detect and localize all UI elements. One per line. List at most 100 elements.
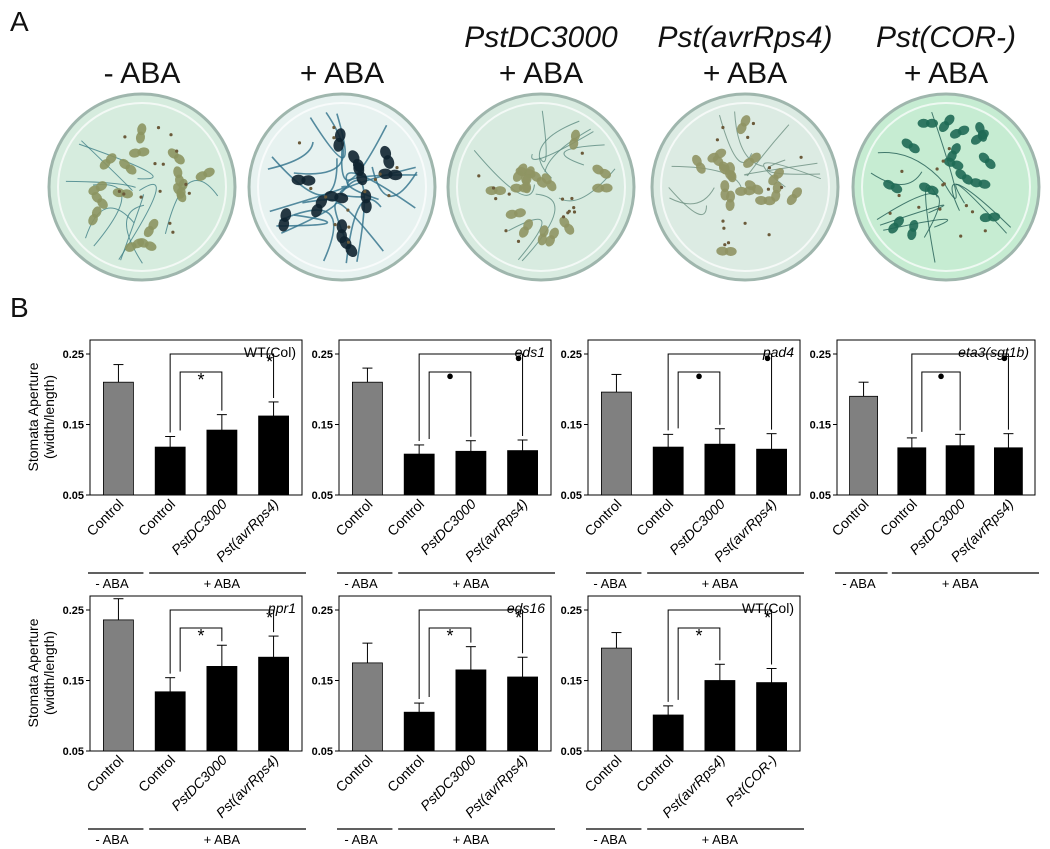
x-tick-label-2: Control: [135, 496, 178, 539]
seed: [572, 210, 577, 214]
minus-aba-label: - ABA: [344, 576, 378, 591]
seedling: [978, 152, 996, 169]
root: [269, 185, 348, 213]
cotyledon: [755, 195, 768, 205]
seedling: [919, 182, 939, 196]
y-tick-label: 0.15: [810, 420, 831, 432]
y-tick-label: 0.15: [312, 420, 333, 432]
seed: [117, 189, 121, 193]
cotyledon: [546, 180, 557, 192]
cotyledon: [135, 131, 145, 144]
x-tick-label-1: Control: [83, 496, 126, 539]
seedling: [91, 192, 108, 209]
seed: [799, 155, 803, 159]
bracket-outer: [667, 353, 773, 431]
bar-2: [652, 446, 684, 496]
y-tick-label: 0.15: [312, 676, 333, 688]
y-tick-label: 0.05: [63, 490, 84, 502]
seedling: [592, 164, 611, 179]
bracket-inner: [179, 627, 223, 672]
significance-brackets: ●●: [418, 350, 524, 441]
error-bar-3: [465, 646, 476, 670]
cotyledon: [949, 129, 962, 139]
bar-1: [601, 647, 632, 752]
x-tick-label-1: Control: [83, 752, 126, 795]
significance-brackets: **: [169, 352, 275, 433]
significance-brackets: ●●: [667, 350, 773, 431]
plate-label-2-line2: + ABA: [299, 57, 385, 90]
significance-mark-1: ●: [446, 368, 454, 383]
root: [767, 159, 821, 175]
y-tick-label: 0.15: [561, 420, 582, 432]
significance-mark-1: *: [446, 626, 453, 646]
plate-label-1-line2: - ABA: [103, 57, 181, 90]
error-bar-4: [1003, 433, 1014, 448]
error-bar-2: [414, 702, 425, 713]
bar-1: [103, 619, 134, 752]
seed: [767, 233, 771, 237]
x-tick-label-2: Control: [633, 752, 676, 795]
x-tick-label-2: Control: [384, 496, 427, 539]
seed: [964, 204, 969, 208]
seed: [297, 141, 302, 145]
y-tick-label: 0.05: [312, 490, 333, 502]
cotyledon: [724, 246, 737, 256]
seed: [332, 125, 336, 130]
error-bar-3: [465, 440, 476, 452]
cotyledon: [786, 194, 797, 206]
y-tick-label: 0.15: [63, 420, 84, 432]
seed: [363, 190, 367, 194]
seed: [347, 225, 351, 229]
seedling: [278, 208, 292, 232]
minus-aba-label: - ABA: [593, 576, 627, 591]
y-tick-label: 0.05: [810, 490, 831, 502]
bracket-inner: [921, 371, 961, 432]
bar-4: [994, 447, 1023, 496]
seed: [516, 239, 521, 243]
seedling: [979, 212, 1001, 223]
bar-3: [945, 445, 975, 496]
seed: [184, 182, 188, 186]
error-bar-1: [611, 632, 622, 649]
seedling: [537, 225, 549, 246]
cotyledon: [600, 183, 613, 193]
cotyledon: [144, 241, 157, 251]
cotyledon: [333, 137, 345, 152]
error-bar-1: [362, 642, 373, 663]
x-tick-label-1: Control: [581, 752, 624, 795]
cotyledon: [564, 223, 575, 235]
seed: [168, 221, 172, 225]
cotyledon: [521, 173, 532, 186]
error-bar-4: [766, 433, 777, 450]
seed: [324, 195, 328, 199]
significance-mark-2: *: [764, 608, 771, 628]
bracket-outer: [418, 353, 524, 441]
plus-aba-label: + ABA: [453, 576, 490, 591]
seedling: [135, 123, 147, 144]
seed: [175, 149, 179, 153]
significance-mark-1: ●: [937, 368, 945, 383]
x-tick-label-1: Control: [332, 752, 375, 795]
significance-mark-2: *: [266, 608, 273, 628]
root: [340, 179, 366, 262]
seedling: [970, 129, 989, 145]
seed: [395, 166, 399, 170]
seedling: [88, 206, 102, 226]
cotyledon: [97, 198, 108, 209]
seedling: [195, 167, 215, 181]
seed: [567, 209, 571, 213]
x-tick-label-4: Pst(COR-): [722, 752, 780, 810]
error-bar-3: [955, 433, 966, 446]
seed: [122, 192, 126, 196]
cotyledon: [537, 233, 547, 246]
root: [276, 214, 329, 227]
bar-1: [849, 395, 878, 496]
bar-2: [403, 453, 435, 496]
bar-4: [756, 682, 787, 752]
cotyledon: [361, 199, 372, 214]
bar-4: [507, 450, 539, 496]
